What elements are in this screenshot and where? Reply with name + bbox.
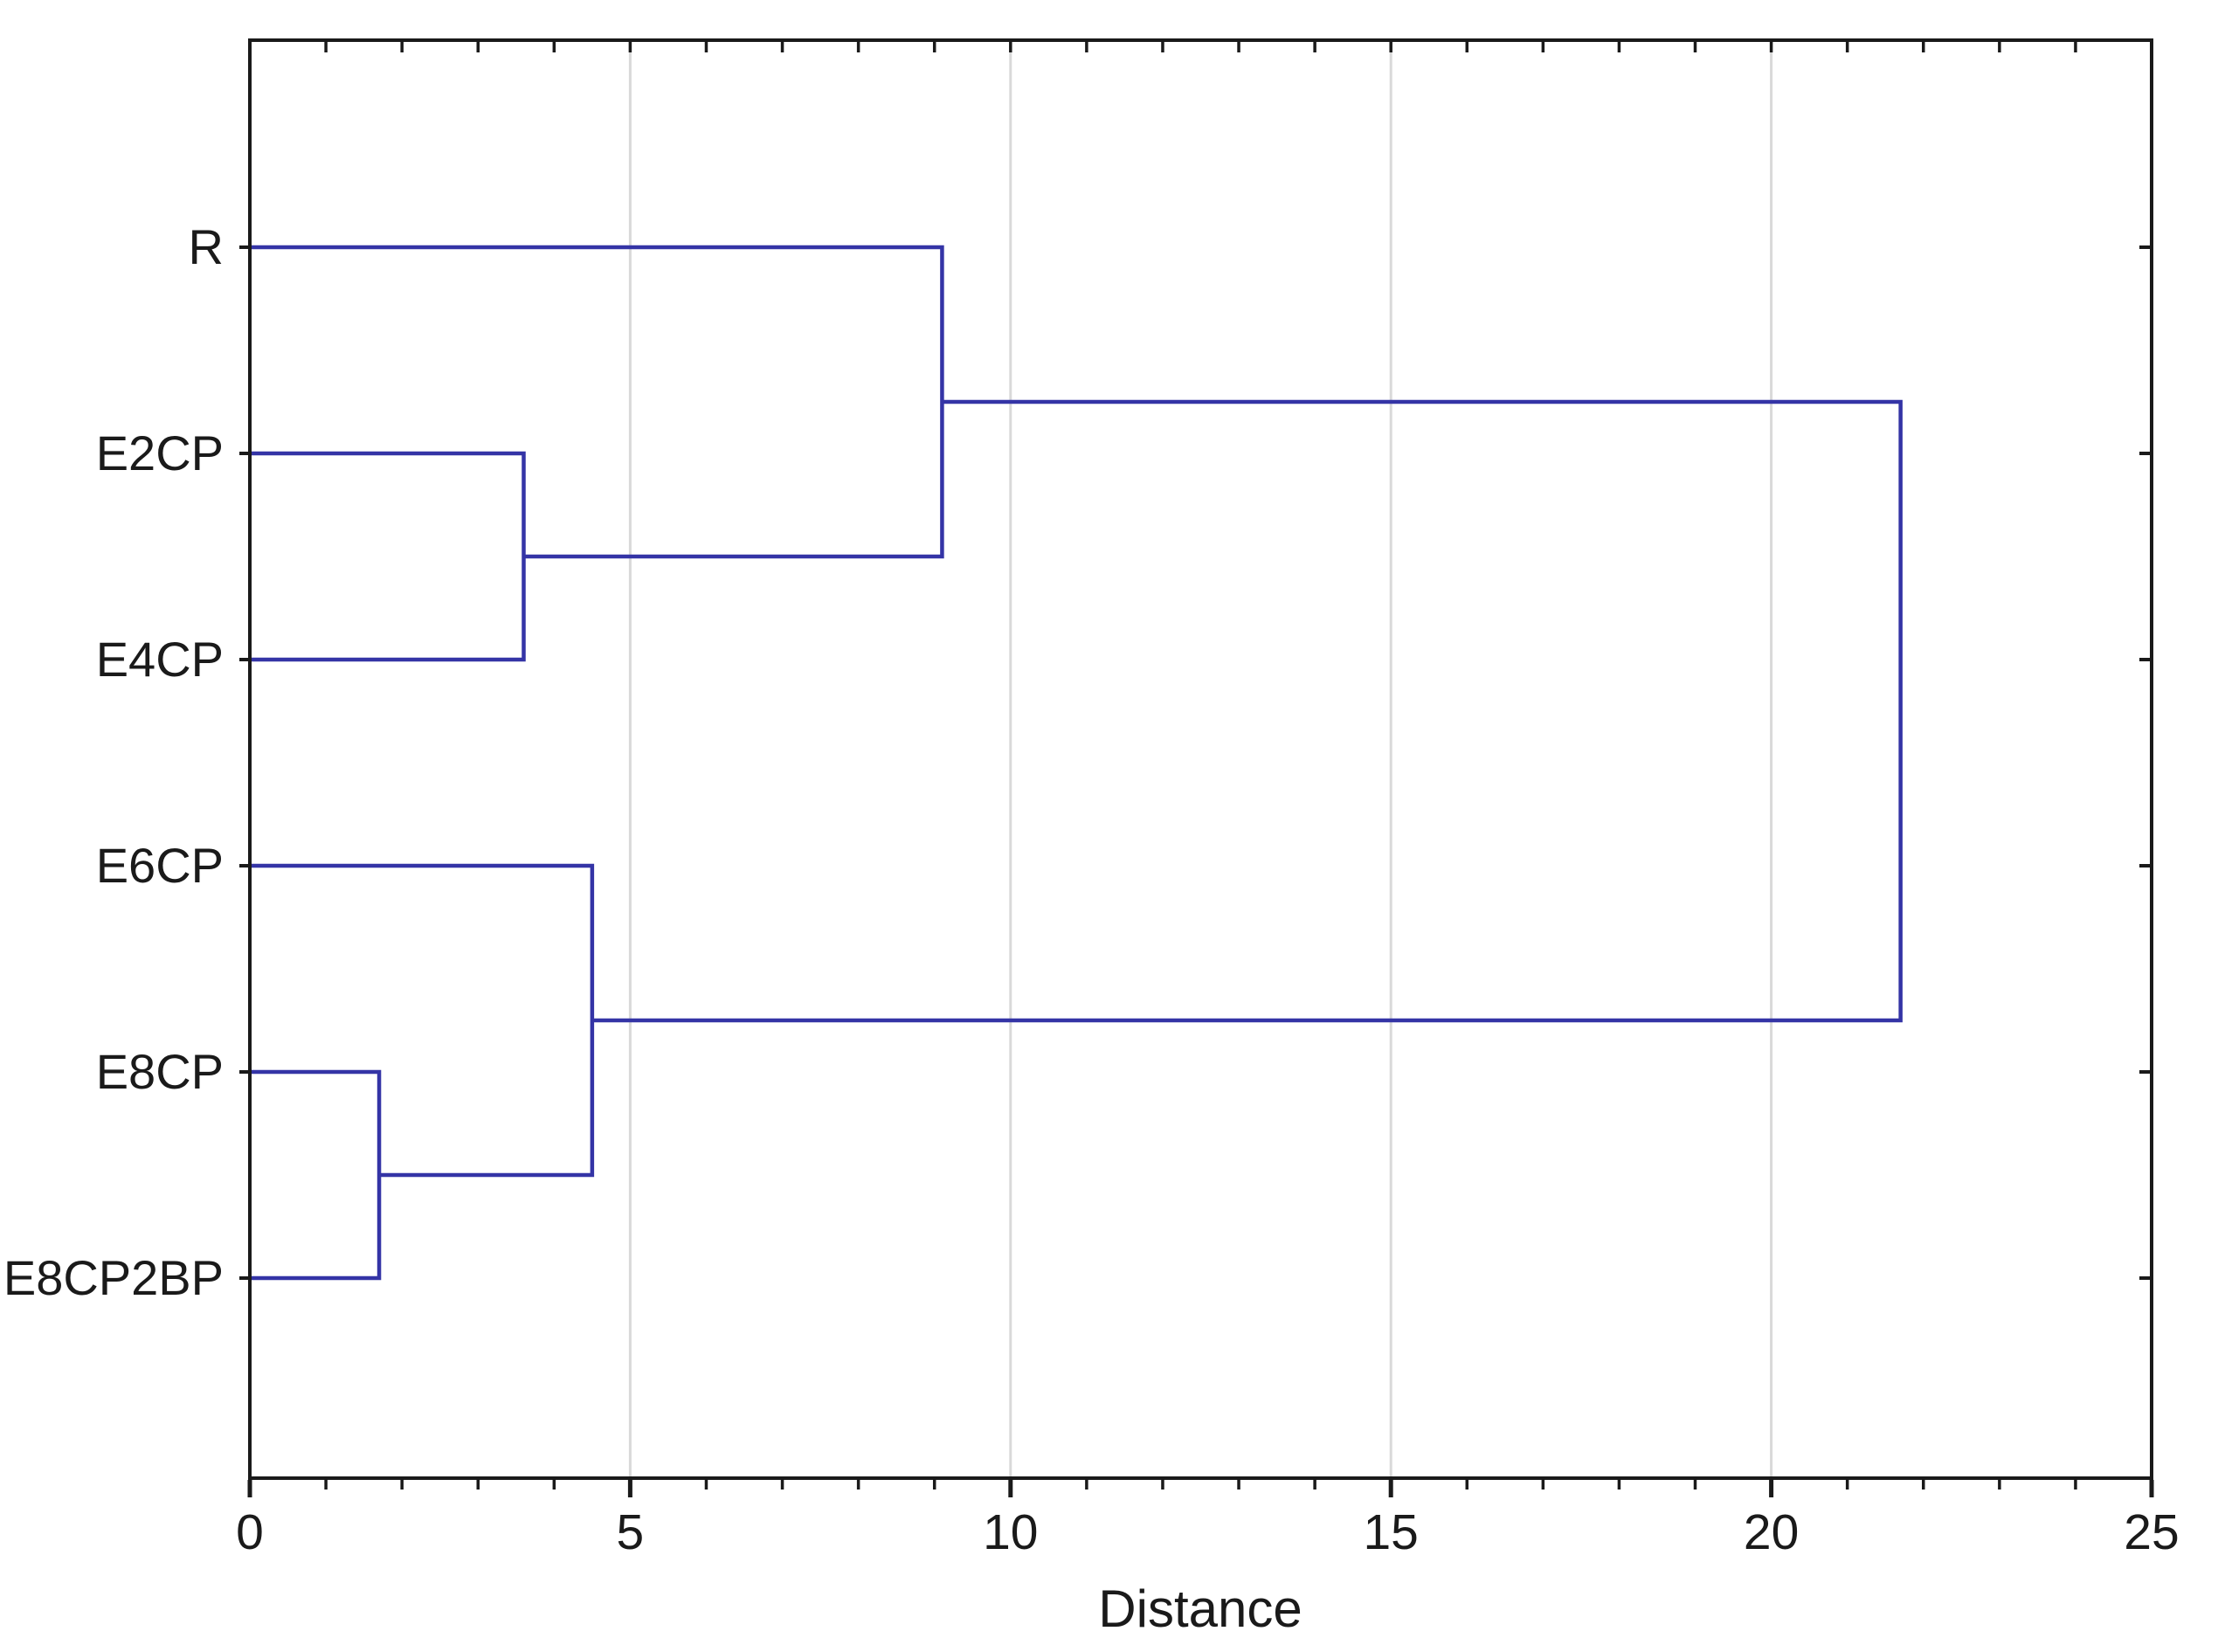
leaf-label-E8CP2BP: E8CP2BP	[3, 1250, 224, 1305]
x-tick-label-20: 20	[1743, 1504, 1800, 1560]
dendrogram-link-m3	[250, 863, 595, 1178]
dendrogram-link-m1	[250, 1069, 382, 1281]
dendrogram-link-m2	[250, 451, 526, 662]
x-axis-title: Distance	[1098, 1579, 1302, 1638]
leaf-label-R: R	[188, 219, 224, 274]
leaf-label-E8CP: E8CP	[95, 1044, 224, 1099]
leaf-label-E6CP: E6CP	[95, 838, 224, 893]
dendrogram-link-m4	[250, 245, 944, 559]
x-tick-label-5: 5	[616, 1504, 645, 1560]
x-tick-label-15: 15	[1363, 1504, 1419, 1560]
plot-border	[248, 38, 2153, 1480]
x-tick-label-0: 0	[236, 1504, 264, 1560]
x-tick-label-25: 25	[2124, 1504, 2180, 1560]
leaf-label-E4CP: E4CP	[95, 632, 224, 687]
dendrogram-link-m5	[591, 399, 1903, 1023]
leaf-label-E2CP: E2CP	[95, 425, 224, 480]
x-tick-label-10: 10	[983, 1504, 1039, 1560]
